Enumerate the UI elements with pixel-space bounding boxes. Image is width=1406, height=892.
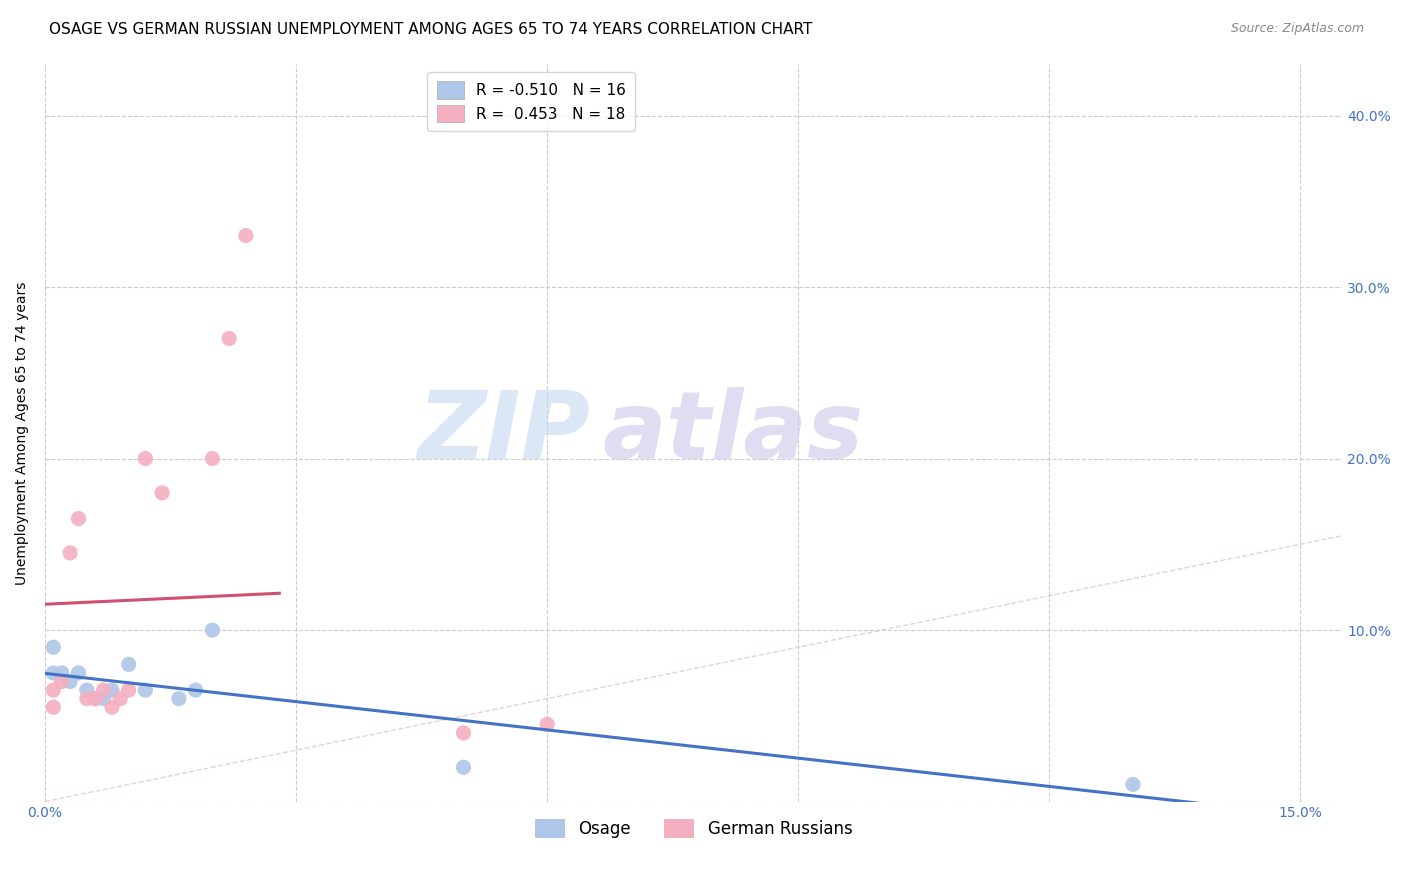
Y-axis label: Unemployment Among Ages 65 to 74 years: Unemployment Among Ages 65 to 74 years (15, 281, 30, 584)
Point (184, 683, 207, 698)
Point (118, 683, 141, 698)
Point (453, 726, 475, 740)
Point (59, 674, 82, 689)
Point (218, 331, 240, 345)
Text: atlas: atlas (603, 387, 865, 479)
Point (51, 674, 73, 689)
Point (536, 717, 558, 731)
Point (67, 665, 90, 680)
Text: Source: ZipAtlas.com: Source: ZipAtlas.com (1230, 22, 1364, 36)
Point (201, 451, 224, 466)
Point (67, 511, 90, 525)
Point (167, 691, 190, 706)
Point (201, 623, 224, 637)
Point (93, 691, 115, 706)
Point (134, 451, 156, 466)
Point (453, 760, 475, 774)
Point (93, 683, 115, 698)
Point (110, 691, 132, 706)
Point (76, 691, 98, 706)
Point (1122, 777, 1144, 791)
Point (42, 700, 65, 714)
Text: OSAGE VS GERMAN RUSSIAN UNEMPLOYMENT AMONG AGES 65 TO 74 YEARS CORRELATION CHART: OSAGE VS GERMAN RUSSIAN UNEMPLOYMENT AMO… (49, 22, 813, 37)
Point (150, 486, 173, 500)
Point (42, 683, 65, 698)
Text: ZIP: ZIP (418, 387, 591, 479)
Point (101, 700, 124, 714)
Point (84, 691, 107, 706)
Point (59, 546, 82, 560)
Point (134, 683, 156, 698)
Point (42, 665, 65, 680)
Point (51, 665, 73, 680)
Point (76, 683, 98, 698)
Point (118, 657, 141, 672)
Point (42, 640, 65, 655)
Point (235, 228, 257, 243)
Point (84, 691, 107, 706)
Point (101, 683, 124, 698)
Legend: Osage, German Russians: Osage, German Russians (529, 813, 859, 845)
